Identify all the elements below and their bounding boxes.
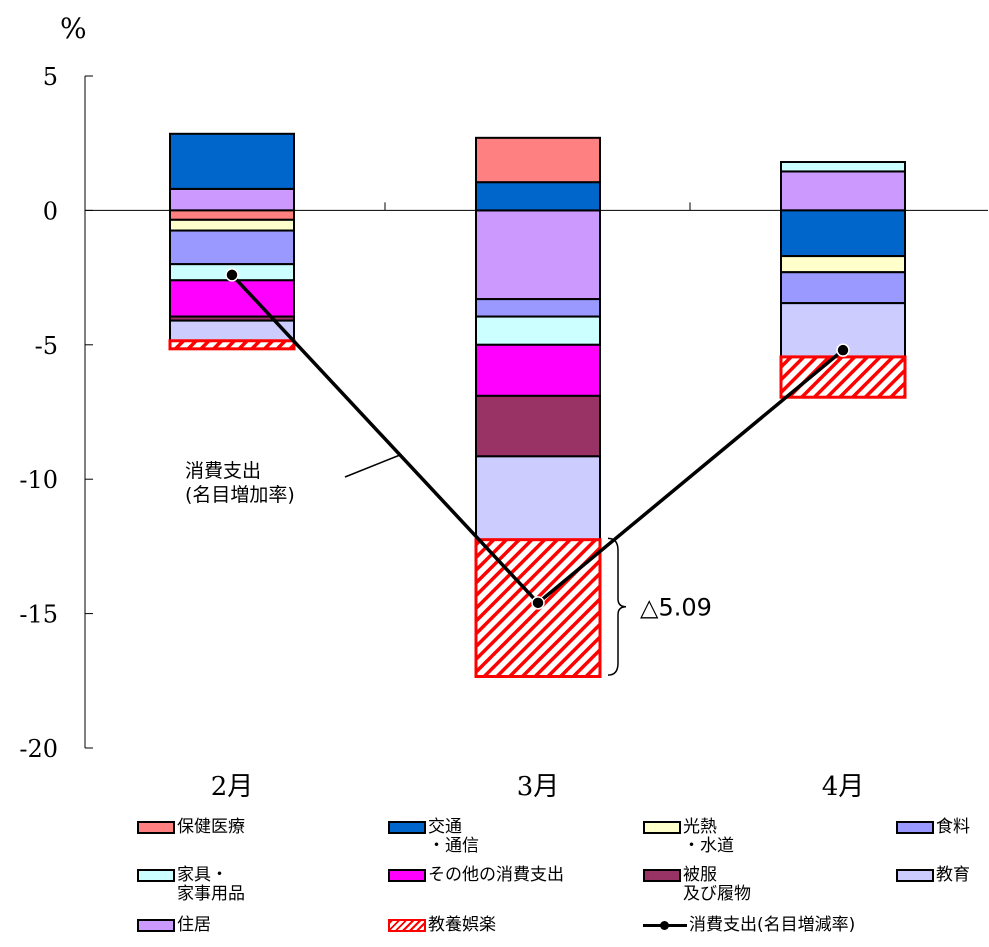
bar-segment: [475, 209, 601, 301]
bar-segment: [169, 132, 295, 190]
bar-segment: [169, 209, 295, 221]
x-tick-label: 2月: [211, 772, 254, 802]
x-tick-label: 4月: [822, 772, 865, 802]
bar-segment: [475, 298, 601, 318]
bar-segment: [780, 209, 906, 258]
line-point: [531, 596, 545, 610]
y-tick-label: -15: [19, 601, 58, 629]
bar-segment: [780, 271, 906, 305]
bar-segment: [780, 161, 906, 173]
bar-segment: [169, 187, 295, 212]
bar-segment: [475, 455, 601, 541]
y-unit-label: %: [60, 12, 87, 45]
bar-segment: [475, 181, 601, 212]
bar-segment: [475, 343, 601, 397]
line-point: [836, 343, 850, 357]
x-tick-label: 3月: [517, 772, 560, 802]
brace: [607, 537, 627, 676]
bar-segment: [169, 218, 295, 232]
bar-segment: [475, 136, 601, 184]
y-tick-label: -10: [19, 466, 58, 494]
y-tick-label: -5: [35, 332, 58, 360]
bar-segment: [169, 279, 295, 318]
y-tick-label: 0: [43, 197, 58, 225]
line-point: [225, 268, 239, 282]
brace-label: △5.09: [640, 594, 712, 622]
bar-segment: [475, 315, 601, 346]
line-callout: 消費支出(名目増加率): [185, 460, 295, 506]
bar-segment: [780, 255, 906, 274]
bar-segment: [780, 170, 906, 212]
bar-segment: [779, 355, 907, 399]
bar-segment: [169, 229, 295, 266]
callout-leader: [344, 454, 401, 478]
y-tick-label: -20: [19, 735, 58, 763]
bar-segment: [475, 394, 601, 458]
y-tick-label: 5: [43, 63, 58, 91]
bar-segment: [474, 538, 602, 678]
bar-segment: [168, 339, 296, 351]
